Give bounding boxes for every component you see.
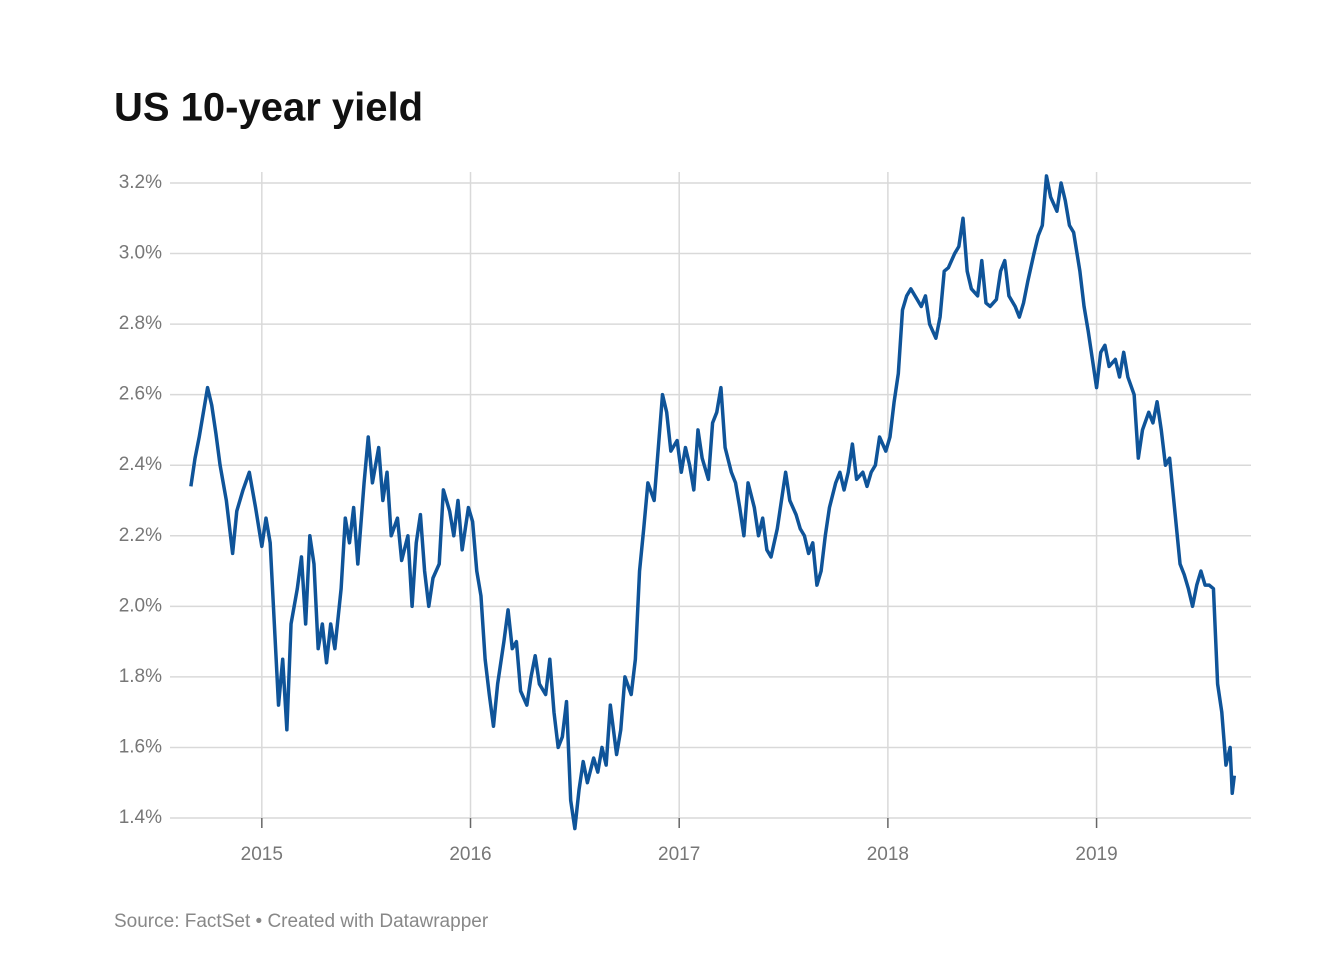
- y-tick-label: 2.8%: [119, 313, 162, 334]
- chart-title: US 10-year yield: [114, 86, 423, 130]
- y-tick-label: 2.6%: [119, 384, 162, 405]
- x-tick-label: 2019: [1075, 844, 1117, 865]
- y-tick-label: 3.0%: [119, 243, 162, 264]
- y-tick-label: 2.0%: [119, 595, 162, 616]
- y-tick-label: 2.2%: [119, 525, 162, 546]
- y-tick-label: 1.4%: [119, 807, 162, 828]
- y-tick-label: 1.6%: [119, 736, 162, 757]
- y-tick-label: 2.4%: [119, 454, 162, 475]
- x-tick-label: 2018: [867, 844, 909, 865]
- y-tick-label: 1.8%: [119, 666, 162, 687]
- x-tick-label: 2015: [241, 844, 283, 865]
- x-tick-label: 2017: [658, 844, 700, 865]
- x-tick-label: 2016: [449, 844, 491, 865]
- y-tick-label: 3.2%: [119, 172, 162, 193]
- source-note: Source: FactSet • Created with Datawrapp…: [114, 911, 489, 932]
- yield-line: [189, 174, 1237, 831]
